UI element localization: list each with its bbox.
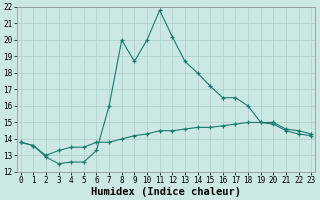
- X-axis label: Humidex (Indice chaleur): Humidex (Indice chaleur): [91, 186, 241, 197]
